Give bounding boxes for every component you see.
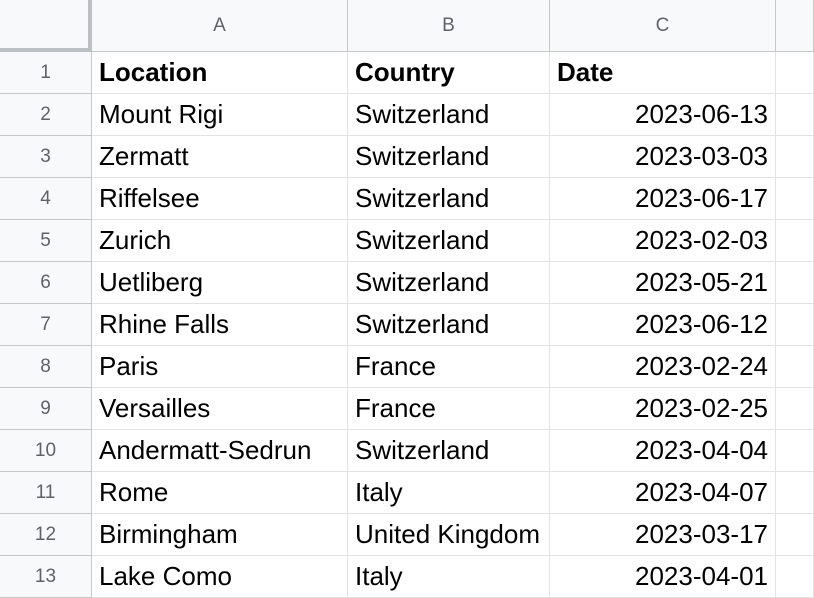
table-cell[interactable]: 2023-03-03 xyxy=(550,136,776,178)
table-cell-empty[interactable] xyxy=(776,178,814,220)
table-cell[interactable]: Rome xyxy=(92,472,348,514)
table-cell-empty[interactable] xyxy=(776,94,814,136)
row-header[interactable]: 8 xyxy=(0,346,92,388)
table-cell[interactable]: Italy xyxy=(348,556,550,598)
table-cell[interactable]: Versailles xyxy=(92,388,348,430)
table-cell-empty[interactable] xyxy=(776,220,814,262)
table-cell[interactable]: Rhine Falls xyxy=(92,304,348,346)
table-cell[interactable]: Location xyxy=(92,52,348,94)
column-header-a[interactable]: A xyxy=(92,0,348,52)
column-header-empty[interactable] xyxy=(776,0,814,52)
table-cell-empty[interactable] xyxy=(776,556,814,598)
table-cell-empty[interactable] xyxy=(776,346,814,388)
table-cell[interactable]: Switzerland xyxy=(348,220,550,262)
table-cell[interactable]: 2023-06-17 xyxy=(550,178,776,220)
row-header[interactable]: 13 xyxy=(0,556,92,598)
table-cell-empty[interactable] xyxy=(776,514,814,556)
table-cell[interactable]: Switzerland xyxy=(348,304,550,346)
row-header[interactable]: 12 xyxy=(0,514,92,556)
table-cell[interactable]: Birmingham xyxy=(92,514,348,556)
table-cell-empty[interactable] xyxy=(776,136,814,178)
table-cell[interactable]: Date xyxy=(550,52,776,94)
table-cell[interactable]: Zurich xyxy=(92,220,348,262)
table-cell[interactable]: Riffelsee xyxy=(92,178,348,220)
table-cell[interactable]: Switzerland xyxy=(348,136,550,178)
table-cell[interactable]: 2023-06-13 xyxy=(550,94,776,136)
row-header[interactable]: 2 xyxy=(0,94,92,136)
table-cell-empty[interactable] xyxy=(776,472,814,514)
table-cell[interactable]: United Kingdom xyxy=(348,514,550,556)
table-cell[interactable]: Uetliberg xyxy=(92,262,348,304)
row-header[interactable]: 4 xyxy=(0,178,92,220)
table-cell-empty[interactable] xyxy=(776,388,814,430)
row-header[interactable]: 7 xyxy=(0,304,92,346)
table-cell[interactable]: Switzerland xyxy=(348,178,550,220)
column-header-b[interactable]: B xyxy=(348,0,550,52)
table-cell[interactable]: 2023-02-25 xyxy=(550,388,776,430)
table-cell[interactable]: France xyxy=(348,388,550,430)
row-header[interactable]: 6 xyxy=(0,262,92,304)
table-cell[interactable]: France xyxy=(348,346,550,388)
table-cell[interactable]: 2023-02-03 xyxy=(550,220,776,262)
table-cell[interactable]: 2023-06-12 xyxy=(550,304,776,346)
table-cell[interactable]: Paris xyxy=(92,346,348,388)
table-cell[interactable]: Italy xyxy=(348,472,550,514)
row-header[interactable]: 1 xyxy=(0,52,92,94)
table-cell-empty[interactable] xyxy=(776,430,814,472)
table-cell[interactable]: Switzerland xyxy=(348,262,550,304)
table-cell-empty[interactable] xyxy=(776,52,814,94)
table-cell[interactable]: 2023-02-24 xyxy=(550,346,776,388)
row-header[interactable]: 9 xyxy=(0,388,92,430)
row-header[interactable]: 3 xyxy=(0,136,92,178)
table-cell[interactable]: 2023-03-17 xyxy=(550,514,776,556)
table-cell[interactable]: Switzerland xyxy=(348,94,550,136)
table-cell[interactable]: Zermatt xyxy=(92,136,348,178)
row-header[interactable]: 10 xyxy=(0,430,92,472)
table-cell[interactable]: 2023-04-07 xyxy=(550,472,776,514)
select-all-corner[interactable] xyxy=(0,0,92,52)
table-cell[interactable]: 2023-05-21 xyxy=(550,262,776,304)
row-header[interactable]: 11 xyxy=(0,472,92,514)
table-cell[interactable]: Lake Como xyxy=(92,556,348,598)
row-header[interactable]: 5 xyxy=(0,220,92,262)
table-cell[interactable]: Andermatt-Sedrun xyxy=(92,430,348,472)
table-cell[interactable]: 2023-04-01 xyxy=(550,556,776,598)
column-header-c[interactable]: C xyxy=(550,0,776,52)
table-cell[interactable]: 2023-04-04 xyxy=(550,430,776,472)
table-cell[interactable]: Mount Rigi xyxy=(92,94,348,136)
table-cell[interactable]: Country xyxy=(348,52,550,94)
table-cell-empty[interactable] xyxy=(776,304,814,346)
table-cell-empty[interactable] xyxy=(776,262,814,304)
table-cell[interactable]: Switzerland xyxy=(348,430,550,472)
